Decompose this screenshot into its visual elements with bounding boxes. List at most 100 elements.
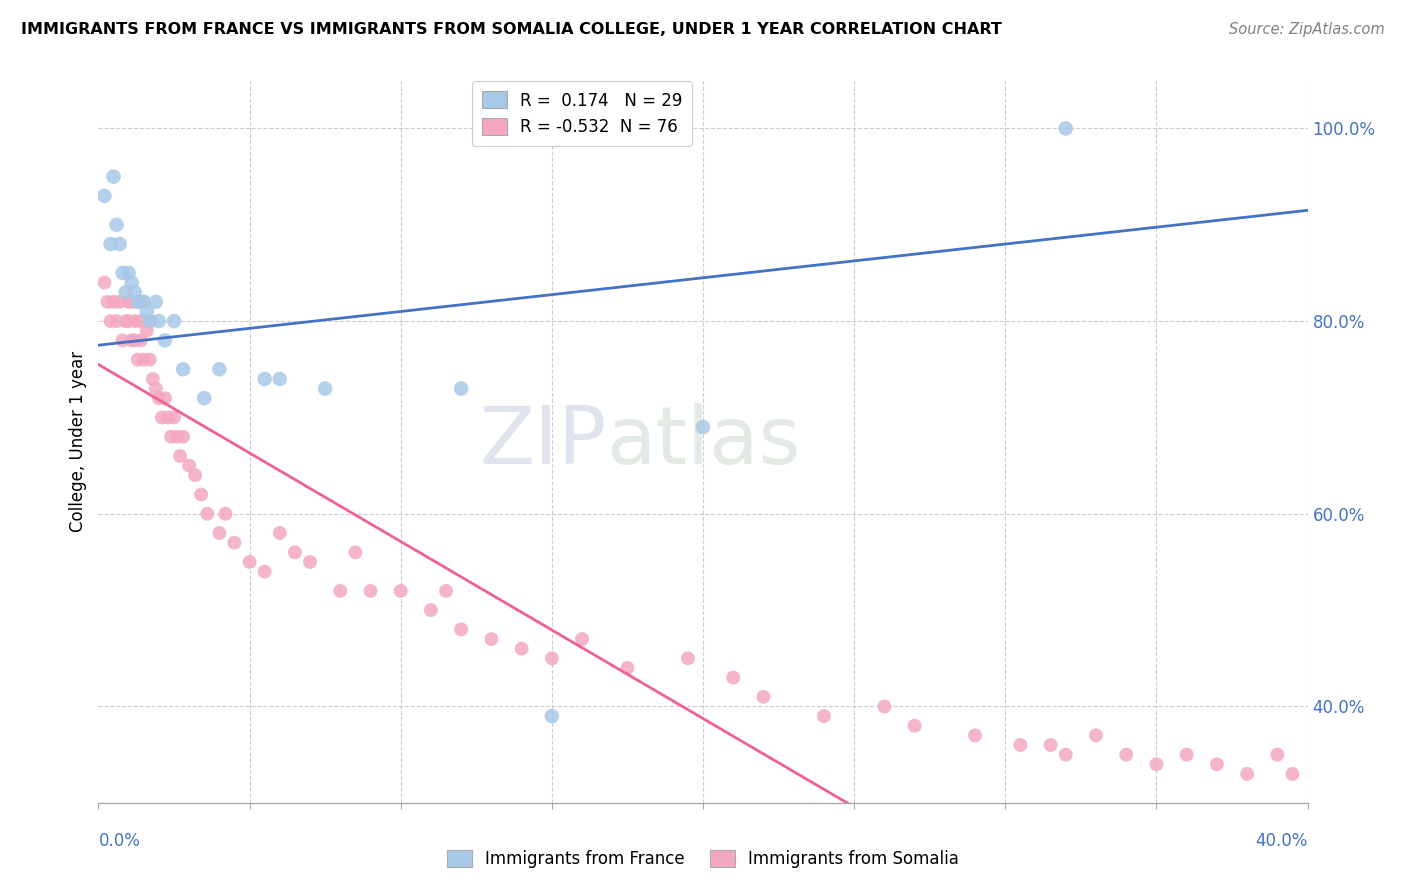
- Point: [129, 314, 152, 328]
- Point: [121, 276, 143, 290]
- Point: [510, 641, 533, 656]
- Point: [571, 632, 593, 646]
- Point: [121, 294, 143, 309]
- Point: [540, 651, 562, 665]
- Point: [148, 314, 170, 328]
- Point: [148, 391, 170, 405]
- Text: IMMIGRANTS FROM FRANCE VS IMMIGRANTS FROM SOMALIA COLLEGE, UNDER 1 YEAR CORRELAT: IMMIGRANTS FROM FRANCE VS IMMIGRANTS FRO…: [21, 22, 1002, 37]
- Point: [132, 294, 155, 309]
- Point: [172, 362, 194, 376]
- Point: [314, 382, 336, 396]
- Point: [124, 285, 146, 300]
- Point: [1115, 747, 1137, 762]
- Point: [132, 352, 155, 367]
- Point: [450, 382, 472, 396]
- Point: [284, 545, 307, 559]
- Point: [100, 314, 122, 328]
- Point: [127, 352, 149, 367]
- Point: [616, 661, 638, 675]
- Point: [450, 623, 472, 637]
- Text: Source: ZipAtlas.com: Source: ZipAtlas.com: [1229, 22, 1385, 37]
- Point: [179, 458, 201, 473]
- Point: [190, 487, 212, 501]
- Y-axis label: College, Under 1 year: College, Under 1 year: [69, 351, 87, 533]
- Point: [1054, 747, 1077, 762]
- Point: [329, 583, 352, 598]
- Point: [108, 237, 131, 252]
- Point: [139, 352, 162, 367]
- Point: [1175, 747, 1198, 762]
- Point: [540, 709, 562, 723]
- Point: [111, 334, 134, 348]
- Point: [105, 314, 128, 328]
- Point: [172, 430, 194, 444]
- Point: [195, 507, 218, 521]
- Point: [111, 266, 134, 280]
- Point: [93, 189, 115, 203]
- Point: [145, 382, 167, 396]
- Point: [184, 468, 207, 483]
- Point: [360, 583, 382, 598]
- Point: [132, 294, 155, 309]
- Point: [163, 314, 186, 328]
- Text: 0.0%: 0.0%: [98, 831, 141, 850]
- Point: [103, 294, 125, 309]
- Point: [169, 449, 191, 463]
- Point: [118, 294, 141, 309]
- Point: [118, 314, 141, 328]
- Legend: R =  0.174   N = 29, R = -0.532  N = 76: R = 0.174 N = 29, R = -0.532 N = 76: [472, 81, 692, 146]
- Point: [389, 583, 412, 598]
- Point: [723, 671, 745, 685]
- Point: [299, 555, 322, 569]
- Point: [127, 294, 149, 309]
- Point: [1010, 738, 1032, 752]
- Point: [160, 430, 183, 444]
- Point: [108, 294, 131, 309]
- Point: [481, 632, 503, 646]
- Point: [1206, 757, 1229, 772]
- Point: [239, 555, 262, 569]
- Point: [1281, 767, 1303, 781]
- Point: [153, 334, 176, 348]
- Point: [1144, 757, 1167, 772]
- Point: [253, 372, 276, 386]
- Point: [214, 507, 236, 521]
- Point: [676, 651, 699, 665]
- Point: [124, 314, 146, 328]
- Point: [692, 420, 714, 434]
- Point: [114, 314, 136, 328]
- Point: [135, 304, 157, 318]
- Point: [103, 169, 125, 184]
- Point: [1236, 767, 1258, 781]
- Point: [269, 526, 291, 541]
- Point: [139, 314, 162, 328]
- Point: [208, 362, 231, 376]
- Point: [145, 294, 167, 309]
- Point: [129, 334, 152, 348]
- Point: [129, 294, 152, 309]
- Point: [166, 430, 188, 444]
- Point: [1054, 121, 1077, 136]
- Point: [193, 391, 215, 405]
- Point: [163, 410, 186, 425]
- Point: [965, 728, 987, 742]
- Point: [96, 294, 118, 309]
- Point: [344, 545, 367, 559]
- Point: [139, 314, 162, 328]
- Point: [752, 690, 775, 704]
- Point: [156, 410, 179, 425]
- Text: 40.0%: 40.0%: [1256, 831, 1308, 850]
- Point: [105, 218, 128, 232]
- Point: [127, 294, 149, 309]
- Point: [100, 237, 122, 252]
- Point: [434, 583, 457, 598]
- Point: [153, 391, 176, 405]
- Text: ZIP: ZIP: [479, 402, 606, 481]
- Point: [124, 334, 146, 348]
- Point: [208, 526, 231, 541]
- Point: [904, 719, 927, 733]
- Point: [150, 410, 173, 425]
- Point: [1085, 728, 1108, 742]
- Point: [420, 603, 443, 617]
- Point: [93, 276, 115, 290]
